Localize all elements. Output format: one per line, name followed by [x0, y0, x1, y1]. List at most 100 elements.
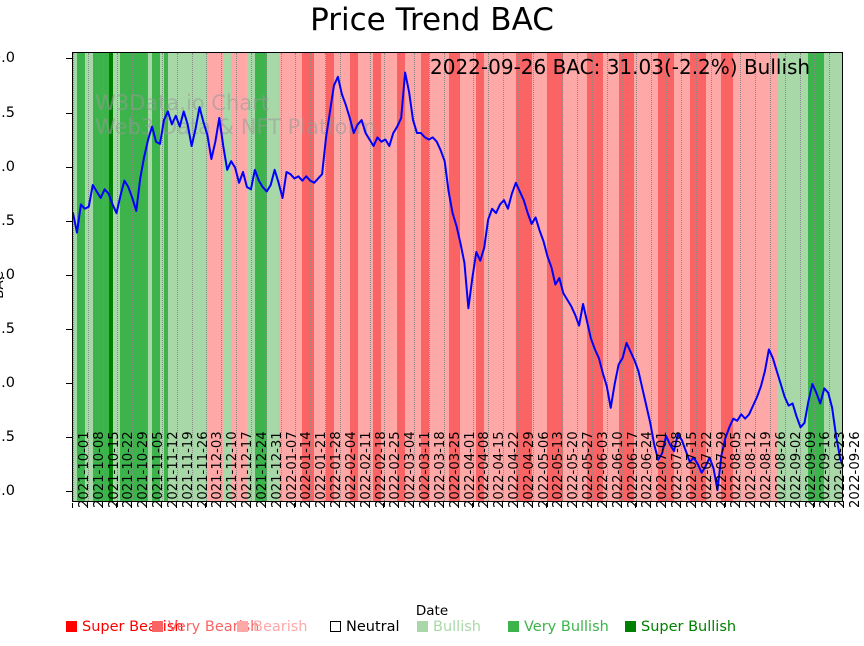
x-axis-tick-mark: [86, 503, 88, 508]
x-axis-tick-label: 2021-12-31: [269, 431, 285, 508]
x-axis-tick-label: 2022-08-26: [773, 431, 789, 508]
legend-swatch-icon: [625, 621, 636, 632]
signal-band: [428, 53, 449, 501]
grid-line-vertical: [325, 53, 327, 501]
grid-line-vertical: [547, 53, 549, 501]
x-axis-tick-mark: [516, 503, 518, 508]
grid-line-vertical: [591, 53, 593, 501]
x-axis-tick-mark: [235, 503, 237, 508]
legend-swatch-icon: [237, 621, 248, 632]
y-axis-tick-label: 40.0: [0, 266, 15, 283]
x-axis-tick-mark: [665, 503, 667, 508]
signal-band: [420, 53, 429, 501]
x-axis-tick-mark: [576, 503, 578, 508]
x-axis-tick-label: 2022-06-10: [610, 431, 626, 508]
signal-band: [148, 53, 153, 501]
x-axis-tick-label: 2022-08-12: [744, 431, 760, 508]
x-axis-tick-label: 2022-07-22: [699, 431, 715, 508]
grid-line-vertical: [265, 53, 267, 501]
legend-item[interactable]: Very Bearish: [152, 617, 259, 637]
signal-band: [460, 53, 477, 501]
signal-band: [808, 53, 825, 501]
signal-band: [448, 53, 461, 501]
grid-line-vertical: [73, 53, 74, 501]
x-axis-tick-label: 2022-02-11: [358, 431, 374, 508]
x-axis-tick-mark: [427, 503, 429, 508]
y-axis-tick-mark: [66, 220, 72, 222]
grid-line-vertical: [695, 53, 697, 501]
x-axis-tick-mark: [368, 503, 370, 508]
grid-line-vertical: [354, 53, 356, 501]
x-axis-tick-label: 2022-04-29: [521, 431, 537, 508]
x-axis-tick-mark: [605, 503, 607, 508]
grid-line-vertical: [488, 53, 490, 501]
x-axis-tick-label: 2021-10-15: [106, 431, 122, 508]
x-axis-tick-mark: [205, 503, 207, 508]
x-axis-tick-label: 2021-10-29: [136, 431, 152, 508]
x-axis-tick-mark: [813, 503, 815, 508]
grid-line-vertical: [384, 53, 386, 501]
signal-band: [152, 53, 160, 501]
x-axis-tick-mark: [635, 503, 637, 508]
y-axis-tick-mark: [66, 112, 72, 114]
x-axis-tick-label: 2021-12-17: [240, 431, 256, 508]
x-axis-tick-mark: [724, 503, 726, 508]
signal-band: [120, 53, 149, 501]
signal-band: [266, 53, 279, 501]
legend-item[interactable]: Very Bullish: [508, 617, 609, 637]
x-axis-tick-mark: [694, 503, 696, 508]
grid-line-vertical: [458, 53, 460, 501]
grid-line-vertical: [784, 53, 786, 501]
x-axis-tick-mark: [739, 503, 741, 508]
grid-line-vertical: [651, 53, 653, 501]
x-axis-tick-label: 2021-12-03: [210, 431, 226, 508]
x-axis-tick-label: 2022-03-25: [447, 431, 463, 508]
x-axis-tick-mark: [279, 503, 281, 508]
grid-line-vertical: [473, 53, 475, 501]
legend-item[interactable]: Super Bullish: [625, 617, 736, 637]
grid-line-vertical: [502, 53, 504, 501]
y-axis-tick-mark: [66, 383, 72, 384]
x-axis-tick-mark: [679, 503, 681, 508]
grid-line-vertical: [443, 53, 445, 501]
grid-line-vertical: [532, 53, 534, 501]
signal-band: [84, 53, 93, 501]
signal-band: [824, 53, 842, 501]
x-axis-tick-label: 2021-10-01: [77, 431, 92, 508]
signal-band: [231, 53, 247, 501]
legend-item[interactable]: Neutral: [330, 617, 400, 637]
x-axis-tick-mark: [650, 503, 652, 508]
x-axis-tick-label: 2021-11-26: [195, 431, 211, 508]
x-axis-tick-label: 2022-06-17: [625, 431, 641, 508]
grid-line-vertical: [87, 53, 89, 501]
x-axis-tick-mark: [828, 503, 830, 508]
signal-band: [776, 53, 809, 501]
grid-line-vertical: [250, 53, 252, 501]
grid-line-vertical: [577, 53, 579, 501]
grid-line-vertical: [117, 53, 119, 501]
legend-swatch-icon: [508, 621, 519, 632]
grid-line-vertical: [132, 53, 134, 501]
x-axis-tick-mark: [353, 503, 355, 508]
x-axis-tick-mark: [175, 503, 177, 508]
price-line-svg: [73, 71, 842, 492]
x-axis-tick-label: 2022-09-09: [803, 431, 819, 508]
x-axis-tick-label: 2022-09-02: [788, 431, 804, 508]
x-axis-tick-mark: [116, 503, 118, 508]
plot-area: W3Data.io Chart Web3 Data & NFT Platform: [72, 52, 843, 502]
x-axis-tick-label: 2022-01-07: [284, 431, 300, 508]
grid-line-vertical: [710, 53, 712, 501]
signal-band: [92, 53, 109, 501]
legend-item[interactable]: Bearish: [237, 617, 308, 637]
legend-item[interactable]: Bullish: [417, 617, 481, 637]
x-axis-tick-label: 2022-06-24: [640, 431, 656, 508]
x-axis-tick-label: 2022-05-13: [551, 431, 567, 508]
page-title: Price Trend BAC: [310, 2, 554, 38]
x-axis-tick-label: 2022-01-14: [299, 431, 315, 508]
legend: Super Bearish Very Bearish Bearish Neutral B…: [0, 617, 864, 641]
signal-band: [531, 53, 548, 501]
x-axis-tick-label: 2022-09-26: [848, 431, 863, 508]
x-axis-tick-mark: [324, 503, 326, 508]
y-axis-tick-mark: [66, 58, 72, 60]
x-axis-tick-label: 2022-04-22: [506, 431, 522, 508]
